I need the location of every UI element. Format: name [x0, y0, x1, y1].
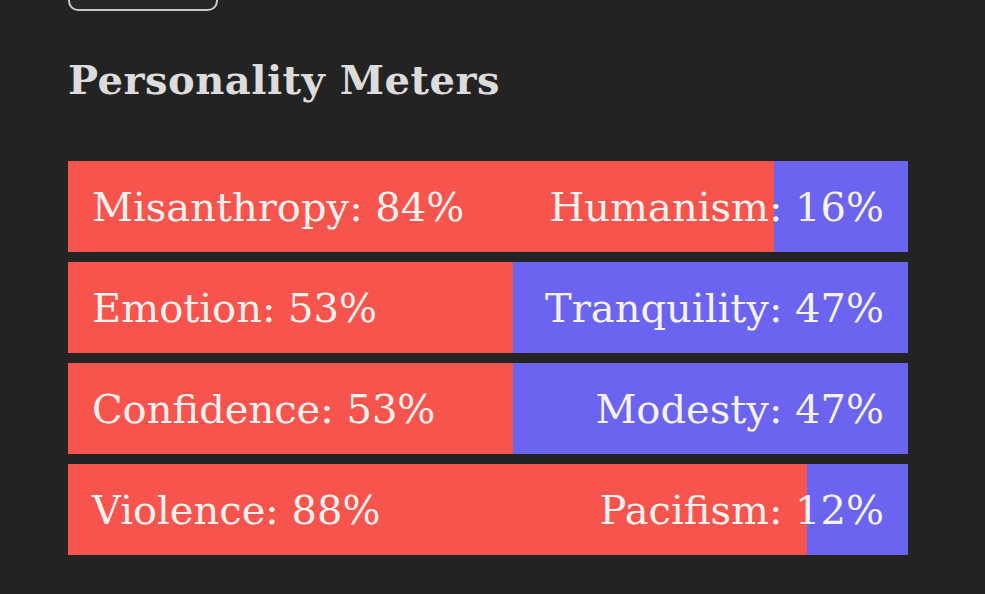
- top-partial-button[interactable]: [68, 0, 218, 11]
- meter-row: Misanthropy: 84% Humanism: 16%: [68, 161, 908, 252]
- meter-left-label: Confidence: 53%: [92, 386, 435, 432]
- meter-right-label: Modesty: 47%: [595, 386, 884, 432]
- meter-left-label: Violence: 88%: [92, 487, 380, 533]
- meter-row: Emotion: 53% Tranquility: 47%: [68, 262, 908, 353]
- meter-left-label: Emotion: 53%: [92, 285, 377, 331]
- meter-right-label: Tranquility: 47%: [545, 285, 884, 331]
- meter-left-label: Misanthropy: 84%: [92, 184, 464, 230]
- page-title: Personality Meters: [68, 56, 908, 104]
- personality-meters: Misanthropy: 84% Humanism: 16% Emotion: …: [68, 161, 908, 555]
- meter-row: Violence: 88% Pacifism: 12%: [68, 464, 908, 555]
- stats-page: Personality Meters Misanthropy: 84% Huma…: [68, 56, 908, 555]
- meter-row: Confidence: 53% Modesty: 47%: [68, 363, 908, 454]
- meter-right-label: Pacifism: 12%: [600, 487, 884, 533]
- meter-right-label: Humanism: 16%: [549, 184, 884, 230]
